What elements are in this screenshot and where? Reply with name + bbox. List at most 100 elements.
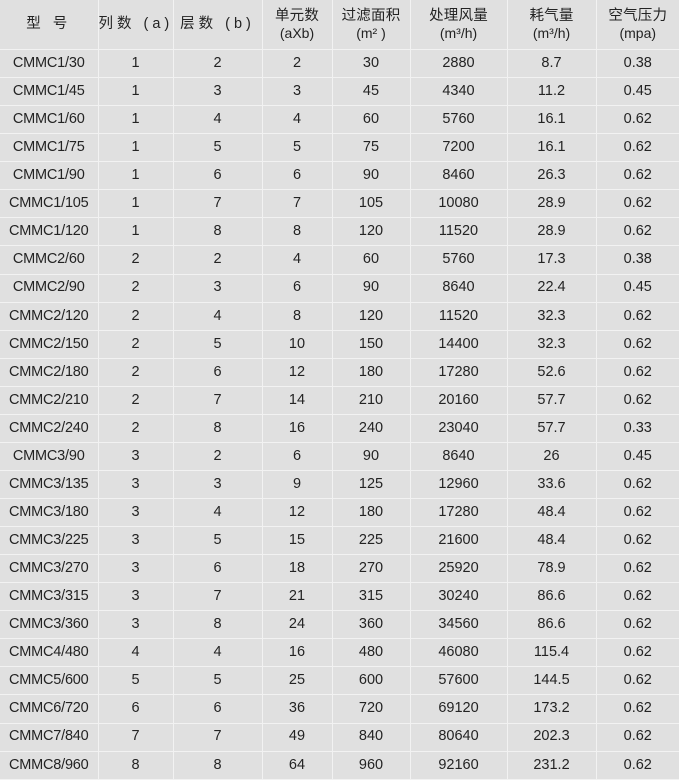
cell-airflow: 30240 xyxy=(410,582,508,612)
table-row: CMMC2/60 2 2 4 60 5760 17.3 0.38 xyxy=(0,245,679,275)
cell-area: 30 xyxy=(332,49,411,79)
cell-area: 180 xyxy=(332,358,411,387)
cell-cols: 1 xyxy=(98,105,174,135)
cell-gas: 26 xyxy=(507,442,597,471)
table-row: CMMC1/75 1 5 5 75 7200 16.1 0.62 xyxy=(0,133,679,163)
cell-layers: 7 xyxy=(173,386,263,415)
table-row: CMMC1/30 1 2 2 30 2880 8.7 0.38 xyxy=(0,49,679,79)
cell-airflow: 46080 xyxy=(410,638,508,668)
cell-units: 64 xyxy=(262,751,333,780)
cell-pressure: 0.62 xyxy=(596,666,679,696)
cell-area: 240 xyxy=(332,414,411,443)
cell-gas: 28.9 xyxy=(507,217,597,247)
cell-model: CMMC8/960 xyxy=(0,751,99,780)
cell-gas: 32.3 xyxy=(507,302,597,331)
cell-model: CMMC7/840 xyxy=(0,723,99,752)
column-header-label: 处理风量 xyxy=(429,7,488,24)
column-header-area: 过滤面积 (m² ) xyxy=(332,0,411,50)
column-header-label: 型 号 xyxy=(26,15,72,32)
cell-airflow: 11520 xyxy=(410,217,508,247)
cell-area: 120 xyxy=(332,217,411,247)
cell-model: CMMC3/315 xyxy=(0,582,99,612)
cell-airflow: 8640 xyxy=(410,442,508,471)
cell-units: 14 xyxy=(262,386,333,415)
column-header-unit: (mpa) xyxy=(619,24,657,41)
cell-gas: 144.5 xyxy=(507,666,597,696)
table-row: CMMC1/60 1 4 4 60 5760 16.1 0.62 xyxy=(0,105,679,135)
cell-layers: 8 xyxy=(173,610,263,640)
cell-model: CMMC6/720 xyxy=(0,694,99,724)
cell-area: 960 xyxy=(332,751,411,780)
cell-area: 840 xyxy=(332,723,411,752)
cell-layers: 2 xyxy=(173,49,263,79)
cell-cols: 3 xyxy=(98,498,174,528)
cell-cols: 1 xyxy=(98,133,174,163)
cell-gas: 173.2 xyxy=(507,694,597,724)
cell-cols: 8 xyxy=(98,751,174,780)
cell-airflow: 17280 xyxy=(410,498,508,528)
cell-cols: 2 xyxy=(98,274,174,303)
cell-pressure: 0.62 xyxy=(596,694,679,724)
cell-cols: 2 xyxy=(98,330,174,359)
cell-pressure: 0.45 xyxy=(596,442,679,471)
cell-cols: 2 xyxy=(98,245,174,275)
cell-units: 36 xyxy=(262,694,333,724)
cell-pressure: 0.38 xyxy=(596,49,679,79)
table-row: CMMC2/180 2 6 12 180 17280 52.6 0.62 xyxy=(0,358,679,387)
cell-pressure: 0.62 xyxy=(596,723,679,752)
cell-model: CMMC4/480 xyxy=(0,638,99,668)
cell-layers: 4 xyxy=(173,302,263,331)
cell-pressure: 0.62 xyxy=(596,302,679,331)
cell-airflow: 20160 xyxy=(410,386,508,415)
column-header-label: 空气压力 xyxy=(608,7,668,24)
cell-area: 120 xyxy=(332,302,411,331)
table-row: CMMC8/960 8 8 64 960 92160 231.2 0.62 xyxy=(0,751,679,780)
cell-layers: 6 xyxy=(173,358,263,387)
cell-model: CMMC1/120 xyxy=(0,217,99,247)
cell-gas: 86.6 xyxy=(507,610,597,640)
cell-units: 16 xyxy=(262,638,333,668)
cell-airflow: 23040 xyxy=(410,414,508,443)
cell-layers: 6 xyxy=(173,554,263,584)
cell-area: 270 xyxy=(332,554,411,584)
cell-area: 60 xyxy=(332,105,411,135)
table-row: CMMC2/240 2 8 16 240 23040 57.7 0.33 xyxy=(0,414,679,443)
cell-gas: 11.2 xyxy=(507,77,597,107)
cell-model: CMMC2/210 xyxy=(0,386,99,415)
cell-pressure: 0.62 xyxy=(596,330,679,359)
cell-pressure: 0.62 xyxy=(596,610,679,640)
column-header-unit: (m³/h) xyxy=(532,24,571,41)
cell-airflow: 5760 xyxy=(410,105,508,135)
cell-pressure: 0.33 xyxy=(596,414,679,443)
cell-airflow: 8640 xyxy=(410,274,508,303)
cell-gas: 32.3 xyxy=(507,330,597,359)
cell-units: 5 xyxy=(262,133,333,163)
cell-layers: 2 xyxy=(173,245,263,275)
cell-units: 4 xyxy=(262,245,333,275)
cell-area: 45 xyxy=(332,77,411,107)
cell-model: CMMC3/90 xyxy=(0,442,99,471)
cell-model: CMMC1/75 xyxy=(0,133,99,163)
cell-area: 105 xyxy=(332,189,411,219)
cell-model: CMMC2/120 xyxy=(0,302,99,331)
cell-layers: 3 xyxy=(173,77,263,107)
cell-area: 90 xyxy=(332,161,411,191)
cell-area: 225 xyxy=(332,526,411,556)
cell-airflow: 2880 xyxy=(410,49,508,79)
cell-units: 2 xyxy=(262,49,333,79)
cell-units: 10 xyxy=(262,330,333,359)
cell-model: CMMC2/60 xyxy=(0,245,99,275)
cell-layers: 4 xyxy=(173,638,263,668)
cell-model: CMMC2/90 xyxy=(0,274,99,303)
cell-units: 3 xyxy=(262,77,333,107)
cell-gas: 48.4 xyxy=(507,498,597,528)
cell-model: CMMC5/600 xyxy=(0,666,99,696)
cell-cols: 1 xyxy=(98,217,174,247)
table-row: CMMC1/105 1 7 7 105 10080 28.9 0.62 xyxy=(0,189,679,219)
cell-airflow: 17280 xyxy=(410,358,508,387)
cell-airflow: 7200 xyxy=(410,133,508,163)
cell-units: 18 xyxy=(262,554,333,584)
cell-model: CMMC2/150 xyxy=(0,330,99,359)
cell-pressure: 0.62 xyxy=(596,161,679,191)
cell-airflow: 8460 xyxy=(410,161,508,191)
